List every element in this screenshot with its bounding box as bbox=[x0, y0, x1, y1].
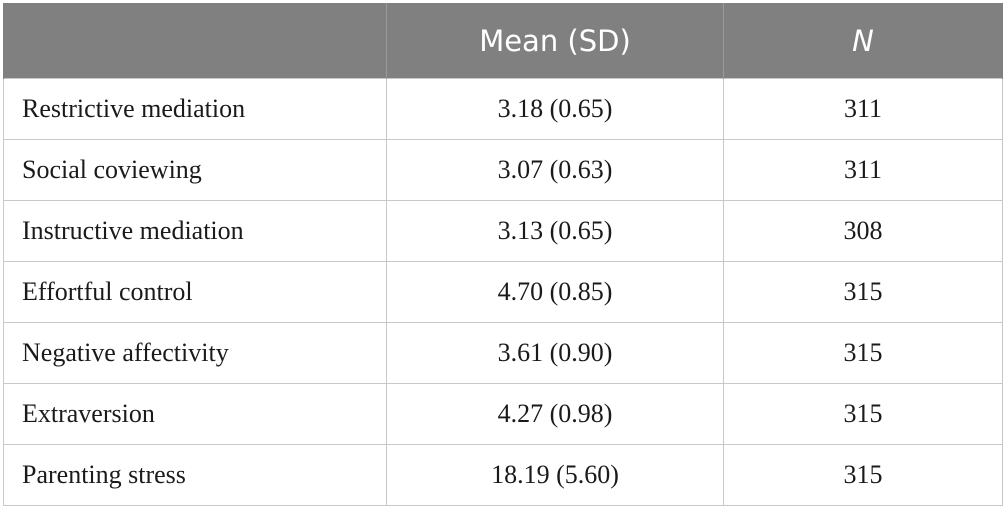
row-n: 308 bbox=[723, 200, 1003, 262]
table-row: Instructive mediation 3.13 (0.65) 308 bbox=[3, 200, 1003, 262]
row-label: Effortful control bbox=[3, 261, 387, 323]
table-row: Restrictive mediation 3.18 (0.65) 311 bbox=[3, 78, 1003, 140]
row-label: Parenting stress bbox=[3, 444, 387, 506]
row-mean-sd: 18.19 (5.60) bbox=[386, 444, 724, 506]
table-row: Social coviewing 3.07 (0.63) 311 bbox=[3, 139, 1003, 201]
row-mean-sd: 4.27 (0.98) bbox=[386, 383, 724, 445]
row-n: 315 bbox=[723, 444, 1003, 506]
row-n: 315 bbox=[723, 383, 1003, 445]
row-n: 311 bbox=[723, 78, 1003, 140]
row-label: Extraversion bbox=[3, 383, 387, 445]
table-row: Negative affectivity 3.61 (0.90) 315 bbox=[3, 322, 1003, 384]
table-header: Mean (SD) N bbox=[3, 3, 1003, 79]
row-n: 315 bbox=[723, 322, 1003, 384]
table-body: Restrictive mediation 3.18 (0.65) 311 So… bbox=[3, 78, 1003, 506]
header-variable bbox=[3, 3, 387, 79]
header-mean-sd: Mean (SD) bbox=[386, 3, 724, 79]
table-row: Effortful control 4.70 (0.85) 315 bbox=[3, 261, 1003, 323]
row-mean-sd: 3.13 (0.65) bbox=[386, 200, 724, 262]
row-mean-sd: 3.61 (0.90) bbox=[386, 322, 724, 384]
header-row: Mean (SD) N bbox=[3, 3, 1003, 79]
row-mean-sd: 3.07 (0.63) bbox=[386, 139, 724, 201]
table-row: Extraversion 4.27 (0.98) 315 bbox=[3, 383, 1003, 445]
row-label: Social coviewing bbox=[3, 139, 387, 201]
row-n: 315 bbox=[723, 261, 1003, 323]
row-mean-sd: 3.18 (0.65) bbox=[386, 78, 724, 140]
header-n: N bbox=[723, 3, 1003, 79]
descriptive-statistics-table: Mean (SD) N Restrictive mediation 3.18 (… bbox=[3, 3, 1003, 506]
table-row: Parenting stress 18.19 (5.60) 315 bbox=[3, 444, 1003, 506]
row-label: Negative affectivity bbox=[3, 322, 387, 384]
row-label: Instructive mediation bbox=[3, 200, 387, 262]
row-mean-sd: 4.70 (0.85) bbox=[386, 261, 724, 323]
row-n: 311 bbox=[723, 139, 1003, 201]
row-label: Restrictive mediation bbox=[3, 78, 387, 140]
